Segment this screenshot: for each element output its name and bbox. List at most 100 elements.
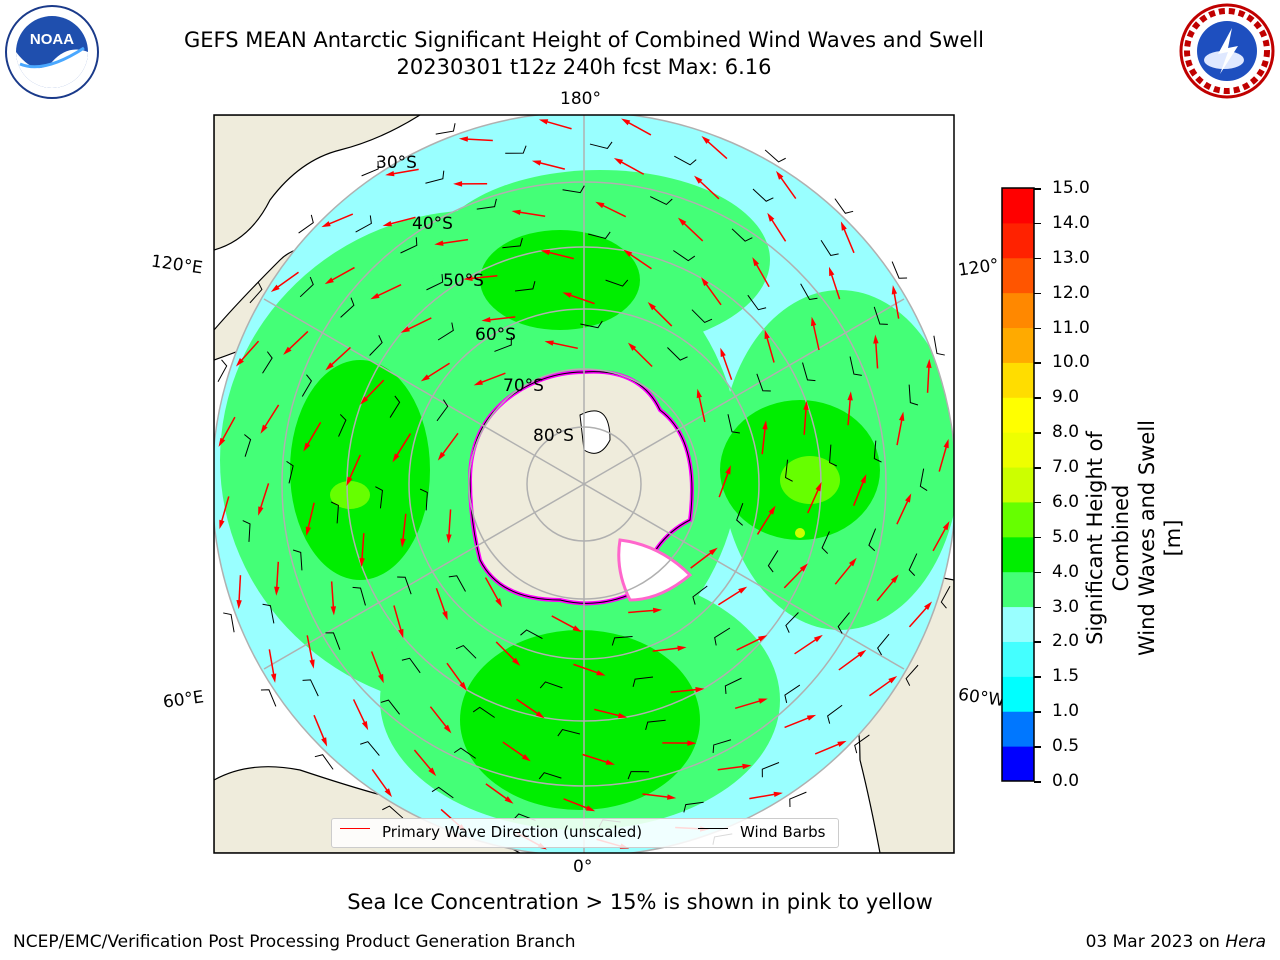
- colorbar-tick-label: 10.0: [1052, 352, 1090, 373]
- wave-arrow: [670, 688, 699, 694]
- wave-arrow: [830, 272, 841, 300]
- wave-arrowhead: [694, 175, 703, 184]
- wind-barb: [426, 274, 444, 291]
- wave-arrowhead: [324, 277, 334, 285]
- wave-arrow: [896, 498, 910, 525]
- wind-barb: [767, 550, 779, 573]
- wind-barb: [837, 612, 850, 634]
- wave-arrowhead: [303, 442, 311, 452]
- wind-barb: [455, 644, 477, 659]
- wave-arrowhead: [905, 493, 912, 503]
- wave-arrow: [932, 526, 948, 552]
- wave-arrow: [394, 433, 412, 458]
- wind-barb: [802, 362, 816, 382]
- wave-arrowhead: [758, 635, 768, 642]
- footer-host: Hera: [1225, 932, 1266, 952]
- sea-ice-caption: Sea Ice Concentration > 15% is shown in …: [347, 890, 933, 914]
- wave-arrowhead: [752, 257, 760, 267]
- wave-arrow: [446, 662, 464, 687]
- wind-barb: [834, 198, 854, 214]
- wave-arrow: [893, 290, 900, 319]
- wave-arrow: [516, 698, 541, 716]
- wind-barb: [908, 553, 918, 576]
- wave-arrow: [388, 216, 416, 226]
- wave-arrowhead: [392, 453, 400, 463]
- colorbar-tick-label: 0.0: [1052, 771, 1080, 791]
- wind-barb: [691, 309, 713, 324]
- wave-arrowhead: [443, 724, 452, 734]
- wave-arrowhead: [890, 574, 899, 584]
- wave-arrowhead: [596, 670, 606, 676]
- wind-barb: [539, 681, 563, 689]
- wind-barb: [627, 771, 650, 780]
- wave-arrowhead: [236, 600, 242, 610]
- wave-arrow: [573, 663, 601, 675]
- colorbar-tick-label: 1.0: [1052, 701, 1080, 722]
- wind-barb: [242, 520, 251, 542]
- wave-arrow: [390, 168, 419, 175]
- wind-barb: [419, 488, 428, 511]
- wave-arrow: [329, 266, 355, 282]
- wind-barb: [262, 351, 273, 374]
- wave-arrowhead: [848, 557, 857, 567]
- colorbar-tick-mark: [1034, 536, 1041, 539]
- wave-arrow: [537, 161, 566, 170]
- wave-arrowhead: [382, 220, 392, 227]
- wave-arrow: [754, 261, 770, 288]
- wind-barb: [361, 160, 379, 177]
- wave-arrow: [874, 340, 879, 369]
- wind-barb: [714, 627, 731, 646]
- colorbar-tick-label: 8.0: [1052, 422, 1080, 443]
- wave-arrow: [546, 251, 574, 260]
- wave-arrowhead: [531, 160, 542, 166]
- wave-arrow: [721, 353, 733, 381]
- wave-arrow: [812, 322, 820, 351]
- noaa-logo-text: NOAA: [30, 31, 74, 48]
- wave-arrow: [594, 708, 622, 717]
- wave-arrow: [313, 714, 326, 742]
- wave-arrow: [275, 561, 280, 590]
- wave-arrowhead: [942, 521, 950, 531]
- wave-arrow: [220, 416, 236, 442]
- wind-barb: [727, 414, 740, 434]
- legend-wave-direction: Primary Wave Direction (unscaled): [382, 823, 643, 841]
- wind-barb: [908, 384, 919, 406]
- wind-barb: [891, 261, 908, 279]
- wave-arrow: [761, 426, 767, 455]
- wave-arrow: [765, 335, 775, 363]
- wave-arrow: [705, 139, 728, 160]
- wave-arrowhead: [495, 598, 503, 608]
- wave-arrow: [551, 615, 577, 630]
- colorbar-segment: [1002, 222, 1034, 259]
- wave-arrowhead: [701, 135, 710, 144]
- wave-arrowhead: [627, 342, 637, 351]
- wave-arrowhead: [260, 424, 268, 434]
- wave-arrow: [814, 742, 842, 755]
- wave-arrowhead: [463, 275, 473, 281]
- colorbar-tick-mark: [1034, 606, 1041, 609]
- wave-arrowhead: [840, 221, 847, 231]
- wave-arrow: [329, 346, 351, 367]
- wave-arrowhead: [218, 437, 226, 447]
- wind-barb: [785, 459, 793, 482]
- antarctica: [467, 369, 694, 606]
- colorbar-segment: [1002, 292, 1034, 329]
- wind-barb: [712, 739, 732, 753]
- wind-barb: [764, 149, 786, 163]
- wave-arrow: [783, 567, 805, 589]
- wind-barb: [692, 585, 708, 605]
- wind-barb: [632, 676, 654, 687]
- wave-arrowhead: [701, 277, 709, 287]
- wind-barb: [380, 699, 401, 715]
- wave-arrow: [517, 211, 546, 218]
- wave-arrow: [567, 293, 595, 305]
- wind-barb: [784, 684, 801, 704]
- wave-arrow: [435, 587, 447, 615]
- wave-arrowhead: [828, 266, 835, 277]
- wave-arrowhead: [538, 119, 549, 125]
- wave-arrow: [563, 798, 590, 810]
- wind-barb: [244, 434, 252, 457]
- wave-arrowhead: [847, 391, 853, 401]
- wind-barb: [785, 612, 799, 633]
- wave-arrowhead: [544, 340, 554, 346]
